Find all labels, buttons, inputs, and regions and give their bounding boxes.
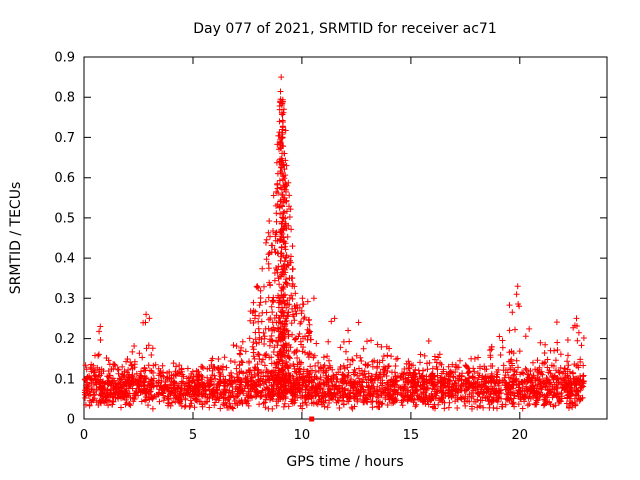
y-tick-label: 0.8 [54, 91, 75, 106]
tick-labels-group: 0 5 10 15 20 0 0.1 0.2 0.3 0.4 0.5 0.6 0.7 0.8 0.9 [54, 51, 528, 444]
y-tick-label: 0.3 [54, 292, 75, 307]
y-tick-label: 0.2 [54, 332, 75, 347]
zero-value-marker [309, 416, 315, 422]
x-tick-label: 10 [294, 428, 311, 443]
x-tick-label: 0 [80, 428, 88, 443]
y-tick-label: 0.1 [54, 372, 75, 387]
y-tick-label: 0.9 [54, 51, 75, 66]
scatter-points-path [81, 74, 587, 412]
y-axis-label: SRMTID / TECUs [8, 182, 24, 295]
y-tick-label: 0.4 [54, 252, 75, 267]
data-points-group [81, 74, 587, 422]
plot-border [83, 56, 608, 420]
x-tick-label: 20 [512, 428, 529, 443]
x-tick-label: 5 [189, 428, 197, 443]
y-tick-label: 0.7 [54, 131, 75, 146]
chart-title: Day 077 of 2021, SRMTID for receiver ac7… [193, 21, 497, 37]
y-tick-label: 0 [67, 413, 75, 428]
y-tick-label: 0.6 [54, 171, 75, 186]
x-axis-label: GPS time / hours [286, 454, 403, 470]
y-tick-label: 0.5 [54, 211, 75, 226]
x-tick-label: 15 [403, 428, 420, 443]
